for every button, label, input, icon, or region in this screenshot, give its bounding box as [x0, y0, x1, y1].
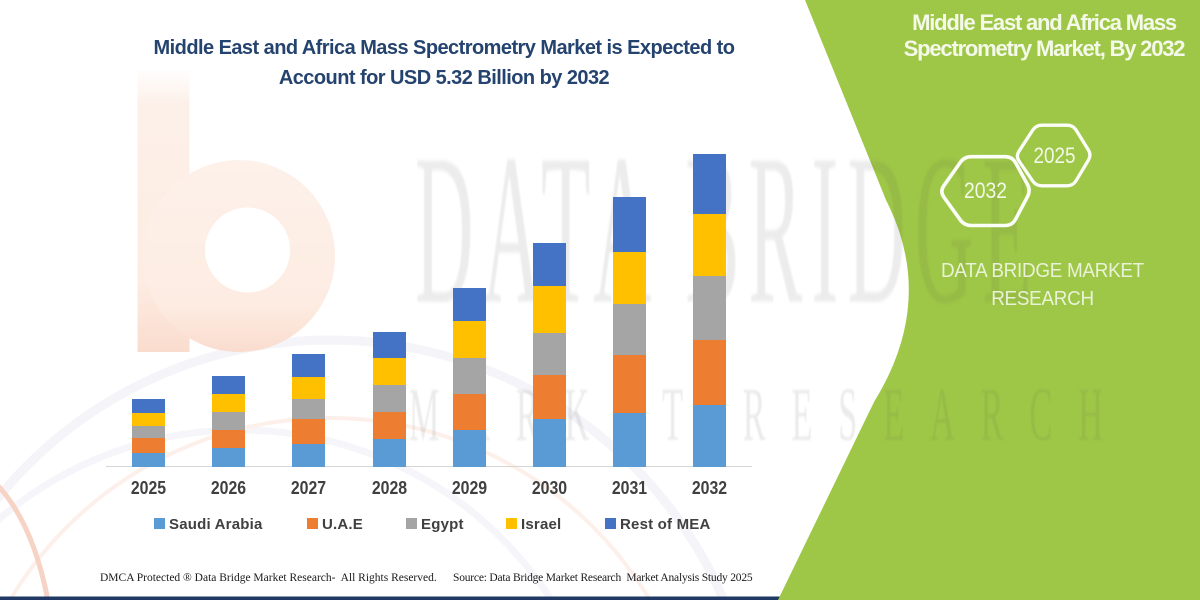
svg-text:2025: 2025: [1034, 143, 1076, 168]
svg-text:2032: 2032: [964, 178, 1007, 203]
